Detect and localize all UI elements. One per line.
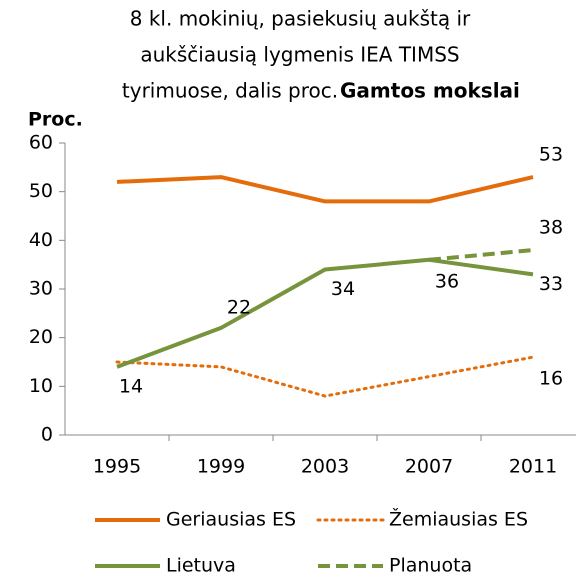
data-label: 36 [435, 270, 459, 292]
legend-label: Lietuva [166, 555, 236, 577]
x-tick-label: 1999 [197, 456, 245, 478]
series-line [116, 175, 534, 204]
series-line [116, 257, 534, 369]
y-tick-label: 20 [29, 326, 53, 348]
data-label: 33 [539, 273, 563, 295]
series-line [428, 248, 534, 262]
y-tick-label: 0 [41, 424, 53, 446]
chart-title: 8 kl. mokinių, pasiekusių aukštą ir [130, 7, 471, 31]
x-tick-label: 2003 [301, 456, 349, 478]
y-tick-label: 10 [29, 375, 53, 397]
legend-label: Geriausias ES [166, 509, 296, 531]
y-tick-label: 40 [29, 229, 53, 251]
data-label: 22 [227, 296, 251, 318]
data-label: 34 [331, 278, 355, 300]
data-label: 14 [119, 375, 143, 397]
chart-title-emphasis: Gamtos mokslai [340, 79, 520, 103]
y-tick-label: 30 [29, 278, 53, 300]
data-label: 38 [539, 217, 563, 239]
chart-title: tyrimuose, dalis proc. [122, 79, 338, 103]
data-label: 16 [539, 368, 563, 390]
x-tick-label: 2011 [509, 456, 557, 478]
legend-label: Žemiausias ES [389, 508, 528, 531]
y-tick-label: 50 [29, 180, 53, 202]
y-axis-label: Proc. [28, 109, 83, 131]
legend-label: Planuota [389, 555, 472, 577]
chart-title: aukščiausią lygmenis IEA TIMSS [140, 43, 459, 67]
x-tick-label: 1995 [93, 456, 141, 478]
x-tick-label: 2007 [405, 456, 453, 478]
data-label: 53 [539, 144, 563, 166]
series-line [115, 355, 535, 398]
y-tick-label: 60 [29, 132, 53, 154]
